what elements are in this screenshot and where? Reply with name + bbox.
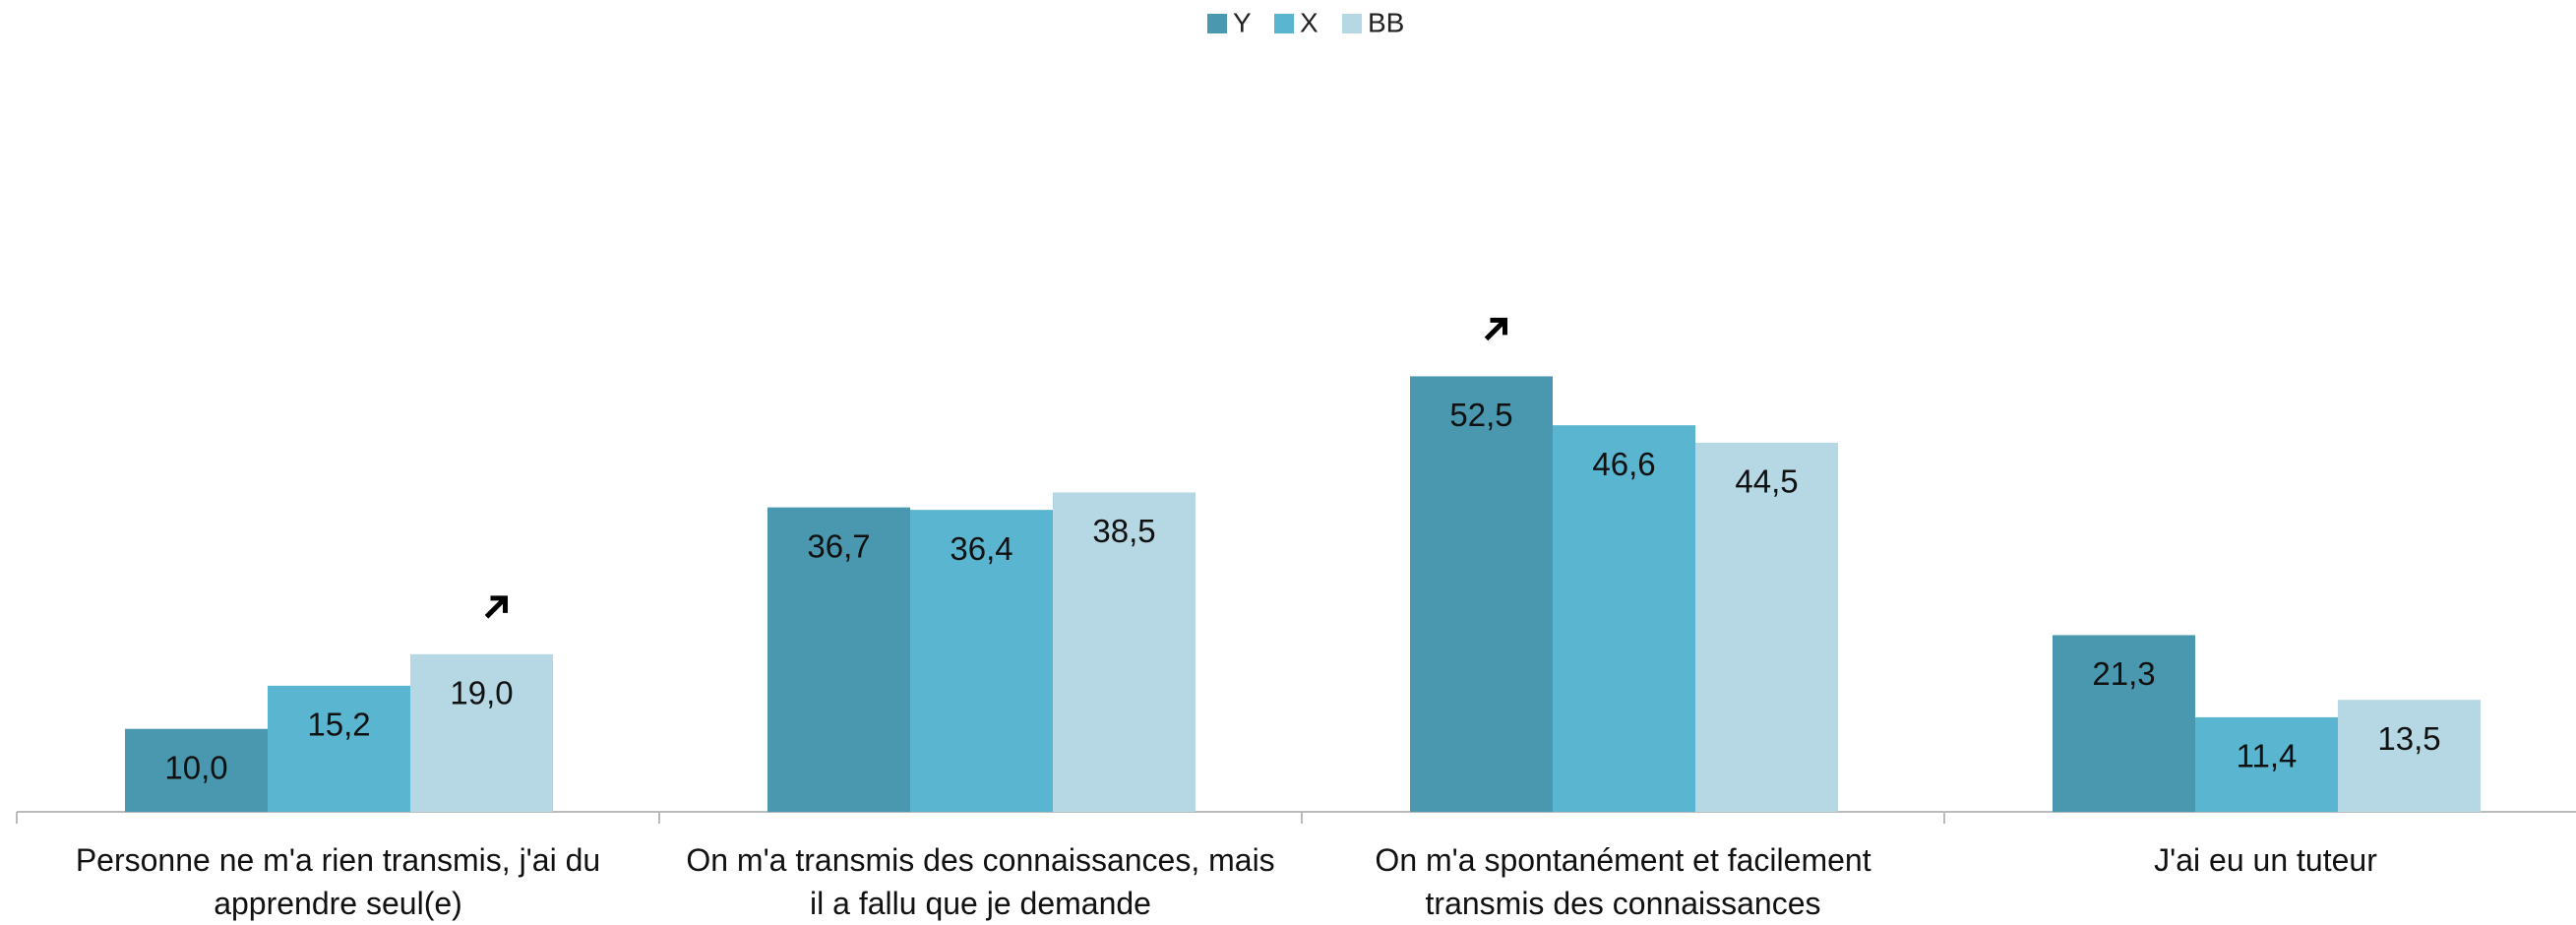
- x-tick-label: On m'a transmis des connaissances, mais …: [686, 842, 1275, 921]
- bar: [125, 728, 268, 812]
- bar: [2338, 700, 2481, 812]
- x-tick-label: On m'a spontanément et facilement transm…: [1375, 842, 1871, 921]
- legend-swatch: [1342, 14, 1362, 33]
- x-tick-label: J'ai eu un tuteur: [2154, 842, 2377, 878]
- data-label: 15,2: [307, 707, 370, 743]
- trend-arrow: [484, 595, 508, 619]
- bar: [410, 653, 553, 812]
- bar: [2195, 716, 2338, 812]
- bar: [2053, 635, 2195, 812]
- bar: [767, 507, 910, 812]
- legend-swatch: [1274, 14, 1294, 33]
- data-label: 36,4: [950, 530, 1012, 567]
- bar: [1053, 492, 1196, 812]
- bar: [1553, 425, 1695, 812]
- legend-label: Y: [1233, 7, 1252, 37]
- legend-label: X: [1300, 7, 1319, 37]
- bar: [268, 685, 410, 812]
- data-label: 46,6: [1592, 446, 1655, 482]
- data-label: 36,7: [807, 527, 870, 564]
- data-label: 13,5: [2377, 720, 2440, 757]
- legend-swatch: [1207, 14, 1227, 33]
- data-label: 21,3: [2092, 655, 2155, 692]
- x-tick-label: Personne ne m'a rien transmis, j'ai du a…: [75, 842, 601, 921]
- data-label: 38,5: [1092, 513, 1155, 549]
- legend-label: BB: [1368, 7, 1404, 37]
- trend-arrow: [1484, 317, 1507, 341]
- bar: [910, 510, 1053, 812]
- bar: [1695, 442, 1838, 812]
- data-label: 10,0: [164, 749, 227, 785]
- data-label: 52,5: [1449, 397, 1512, 433]
- data-label: 44,5: [1735, 463, 1798, 500]
- data-label: 11,4: [2237, 738, 2298, 774]
- bar: [1410, 376, 1553, 812]
- data-label: 19,0: [450, 675, 513, 711]
